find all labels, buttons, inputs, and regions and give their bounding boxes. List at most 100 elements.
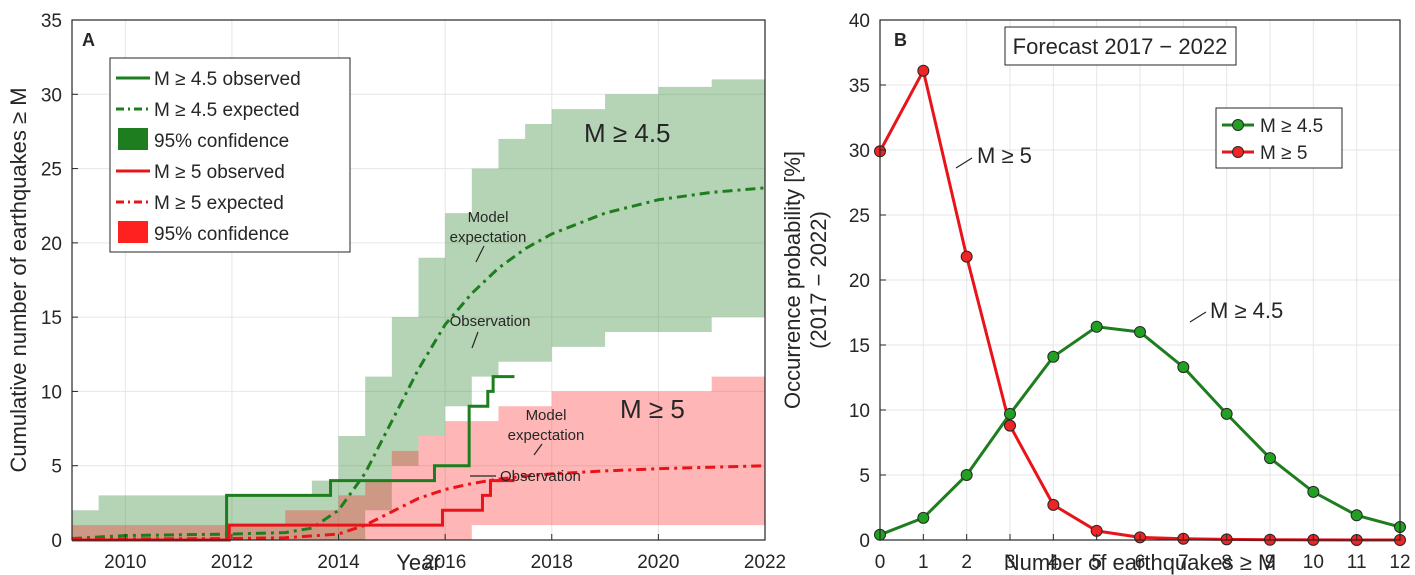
annotation-model-green-2: expectation (450, 229, 527, 246)
x-tick-label: 5 (1091, 552, 1102, 573)
annotation-m45: M ≥ 4.5 (584, 118, 671, 148)
x-tick-label: 1 (918, 552, 929, 573)
y-tick-label: 35 (41, 11, 62, 32)
legend-label: M ≥ 5 observed (154, 162, 285, 183)
panel-letter-a: A (82, 30, 95, 50)
y-tick-label: 0 (51, 531, 62, 552)
annotation-model-green-1: Model (468, 209, 509, 226)
x-tick-label: 2014 (317, 552, 360, 573)
data-point-1 (1004, 419, 1016, 432)
series-line-0 (72, 375, 515, 542)
x-tick-label: 4 (1048, 552, 1059, 573)
data-point-0 (1264, 452, 1276, 465)
x-tick-label: 2022 (744, 552, 786, 573)
y-tick-label: 5 (51, 457, 62, 478)
y-tick-label: 40 (849, 11, 870, 32)
legend-box (1215, 107, 1343, 169)
arrow-observation-green (471, 331, 479, 349)
annotation-m5: M ≥ 5 (977, 143, 1032, 168)
legend-swatch (118, 221, 148, 243)
y-tick-label: 25 (849, 206, 870, 227)
y-tick-label: 20 (41, 234, 62, 255)
panel-letter-b: B (894, 30, 907, 50)
legend-marker (1232, 146, 1244, 158)
forecast-title-box (1004, 26, 1237, 66)
y-tick-label: 25 (41, 160, 62, 181)
data-point-0 (1220, 407, 1233, 420)
data-point-0 (1047, 350, 1060, 363)
x-tick-label: 3 (1005, 552, 1016, 573)
data-point-1 (917, 64, 930, 77)
x-axis-label: Year (396, 550, 440, 575)
panel-a-chart: 2010 2012 2014 2016 2018 2020 2022 0 5 10 15 20 25 30… (6, 11, 786, 575)
y-tick-label: 15 (41, 308, 62, 329)
data-point-0 (1004, 407, 1016, 420)
data-point-0 (917, 511, 930, 524)
data-point-0 (1177, 361, 1190, 374)
x-tick-label: 12 (1389, 552, 1410, 573)
legend-swatch (118, 128, 148, 150)
x-tick-label: 0 (875, 552, 886, 573)
plot-frame (71, 19, 766, 541)
annotation-observation-red: Observation (500, 468, 581, 485)
x-tick-label: 2018 (531, 552, 573, 573)
confidence-band-m45 (72, 79, 765, 540)
forecast-title: Forecast 2017 − 2022 (1013, 34, 1228, 59)
data-point-0 (1307, 485, 1320, 498)
data-point-1 (960, 250, 973, 263)
x-tick-label: 2012 (211, 552, 253, 573)
annotation-m5: M ≥ 5 (620, 394, 685, 424)
legend-label: M ≥ 4.5 (1260, 116, 1323, 137)
x-tick-label: 2 (961, 552, 972, 573)
arrow-model-green (475, 245, 485, 263)
y-tick-label: 10 (849, 401, 870, 422)
legend-label: M ≥ 5 expected (154, 193, 284, 214)
y-tick-label: 35 (849, 76, 870, 97)
y-tick-label: 30 (849, 141, 870, 162)
y-tick-label: 15 (849, 336, 870, 357)
y-axis-label: Occurrence probability [%] (780, 151, 805, 409)
legend-label: 95% confidence (154, 131, 289, 152)
x-tick-label: 8 (1221, 552, 1232, 573)
x-tick-label: 9 (1265, 552, 1276, 573)
y-tick-label: 5 (859, 466, 870, 487)
y-tick-label: 20 (849, 271, 870, 292)
x-tick-label: 7 (1178, 552, 1189, 573)
x-tick-label: 11 (1347, 552, 1367, 573)
y-tick-label: 30 (41, 85, 62, 106)
series-line-3 (71, 464, 766, 541)
annotation-model-red-2: expectation (508, 427, 585, 444)
data-point-0 (1090, 320, 1103, 333)
legend-marker (1232, 119, 1244, 131)
x-tick-label: 2016 (424, 552, 466, 573)
y-axis-label: Cumulative number of earthquakes ≥ M (6, 87, 31, 472)
arrow-m5 (955, 157, 973, 169)
arrow-m45 (1189, 311, 1207, 323)
data-point-0 (1350, 509, 1363, 522)
legend-label: 95% confidence (154, 224, 289, 245)
annotation-m45: M ≥ 4.5 (1210, 298, 1283, 323)
data-point-1 (1047, 498, 1060, 511)
x-tick-label: 6 (1135, 552, 1146, 573)
data-point-0 (960, 469, 973, 481)
arrow-model-red (533, 443, 543, 456)
x-tick-label: 2010 (104, 552, 146, 573)
y-axis-label-period: (2017 − 2022) (806, 211, 831, 349)
annotation-observation-green: Observation (450, 313, 531, 330)
annotation-model-red-1: Model (526, 407, 567, 424)
y-tick-label: 0 (859, 531, 870, 552)
y-tick-label: 10 (41, 382, 62, 403)
legend-label: M ≥ 4.5 observed (154, 69, 301, 90)
data-point-0 (1134, 326, 1146, 338)
legend-label: M ≥ 5 (1260, 143, 1307, 164)
confidence-band-m5 (72, 376, 765, 540)
x-axis-label: Number of earthquakes ≥ M (1004, 550, 1277, 575)
legend-label: M ≥ 4.5 expected (154, 100, 300, 121)
series-line-1 (71, 186, 766, 541)
legend-box (109, 57, 351, 253)
series-line-2 (72, 479, 515, 542)
x-tick-label: 10 (1303, 552, 1324, 573)
x-tick-label: 2020 (637, 552, 679, 573)
